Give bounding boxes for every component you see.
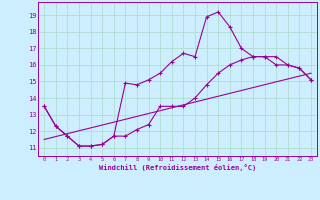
X-axis label: Windchill (Refroidissement éolien,°C): Windchill (Refroidissement éolien,°C) (99, 164, 256, 171)
